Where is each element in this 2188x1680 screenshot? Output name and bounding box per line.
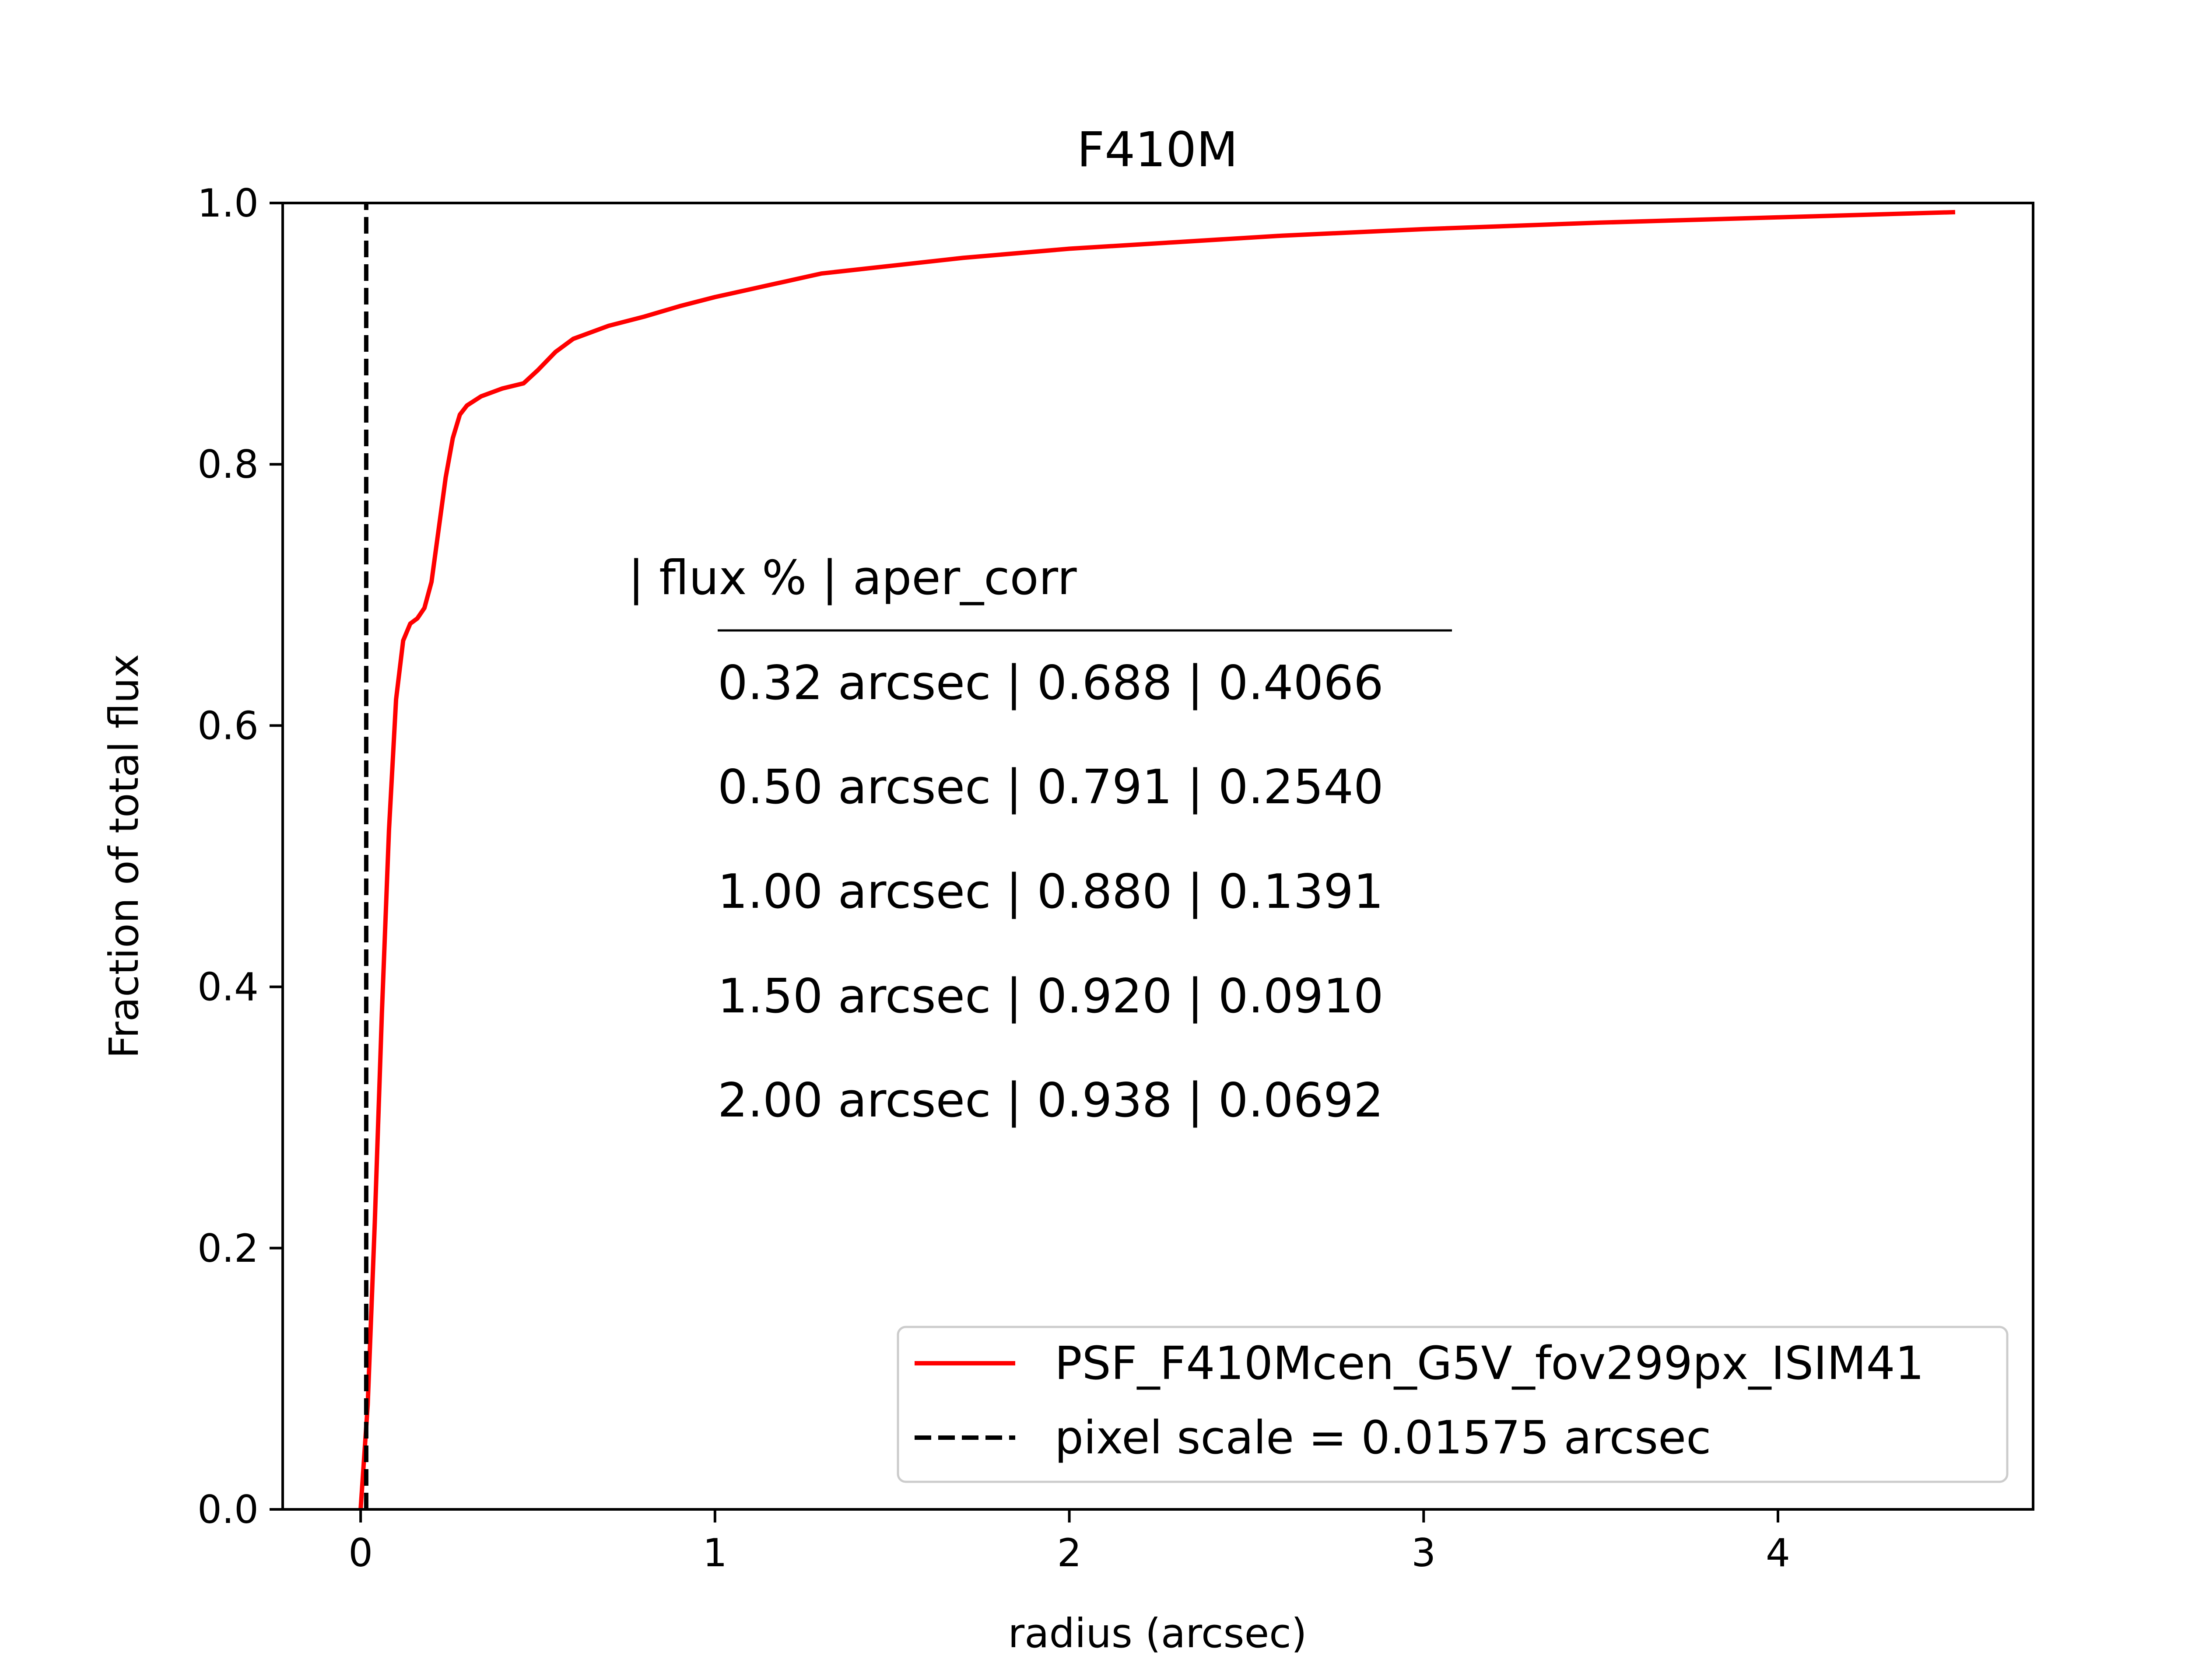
y-tick-label: 0.0 bbox=[197, 1487, 259, 1532]
table-row: 1.50 arcsec | 0.920 | 0.0910 bbox=[718, 969, 1384, 1024]
chart-title: F410M bbox=[1077, 122, 1238, 178]
y-tick-label: 0.8 bbox=[197, 442, 259, 487]
x-tick-label: 1 bbox=[703, 1530, 727, 1575]
series-layer bbox=[358, 203, 1956, 1510]
y-tick-label: 0.4 bbox=[197, 965, 259, 1010]
y-axis-ticks: 0.0 0.2 0.4 0.6 0.8 1.0 bbox=[197, 181, 283, 1532]
psf-curve-line bbox=[358, 210, 1956, 1510]
x-tick-label: 3 bbox=[1411, 1530, 1436, 1575]
plot-frame bbox=[281, 202, 2034, 1511]
x-axis-label: radius (arcsec) bbox=[1008, 1610, 1307, 1657]
x-tick-label: 0 bbox=[348, 1530, 373, 1575]
y-tick-label: 0.2 bbox=[197, 1226, 259, 1271]
annotation-table: | flux % | aper_corr 0.32 arcsec | 0.688… bbox=[628, 551, 1452, 1128]
y-tick-label: 1.0 bbox=[197, 181, 259, 226]
y-tick-label: 0.6 bbox=[197, 703, 259, 748]
y-axis-label: Fraction of total flux bbox=[101, 654, 147, 1059]
table-row: 2.00 arcsec | 0.938 | 0.0692 bbox=[718, 1073, 1384, 1128]
table-row: 1.00 arcsec | 0.880 | 0.1391 bbox=[718, 864, 1384, 919]
x-axis-ticks: 0 1 2 3 4 bbox=[348, 1509, 1790, 1575]
table-header: | flux % | aper_corr bbox=[628, 551, 1077, 606]
legend-label-psf: PSF_F410Mcen_G5V_fov299px_ISIM41 bbox=[1055, 1337, 1924, 1390]
legend: PSF_F410Mcen_G5V_fov299px_ISIM41 pixel s… bbox=[897, 1326, 2009, 1483]
legend-label-pixel-scale: pixel scale = 0.01575 arcsec bbox=[1055, 1411, 1711, 1464]
plot-area bbox=[281, 202, 2034, 1511]
x-tick-label: 2 bbox=[1057, 1530, 1082, 1575]
table-row: 0.32 arcsec | 0.688 | 0.4066 bbox=[718, 656, 1384, 710]
x-tick-label: 4 bbox=[1766, 1530, 1790, 1575]
legend-box bbox=[897, 1326, 2009, 1483]
table-row: 0.50 arcsec | 0.791 | 0.2540 bbox=[718, 760, 1384, 815]
